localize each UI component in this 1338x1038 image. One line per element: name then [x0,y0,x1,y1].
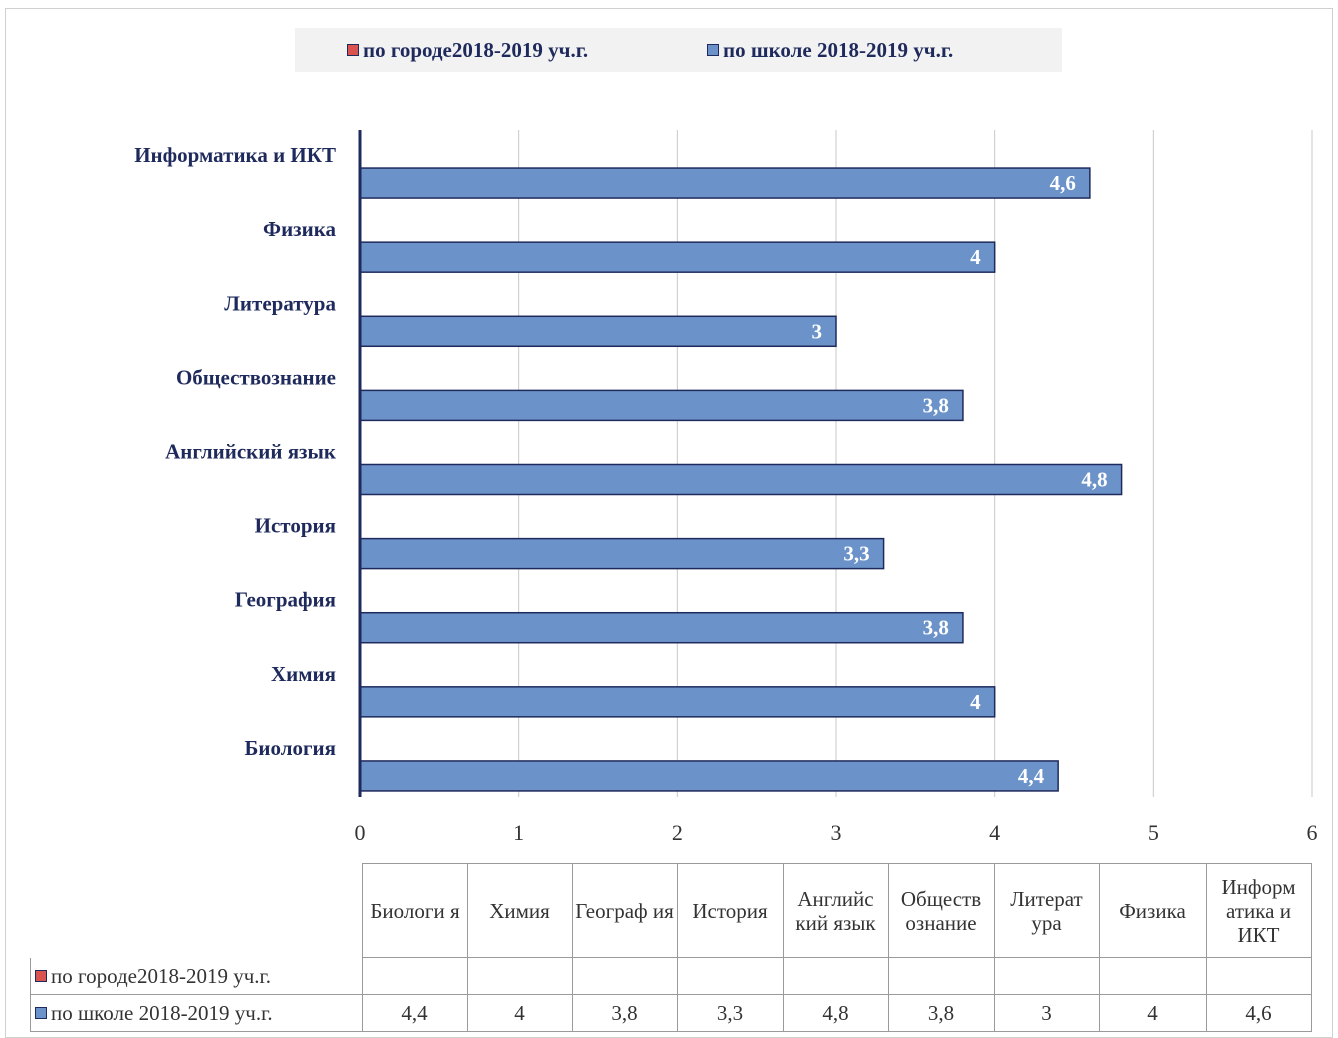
x-tick-label: 5 [1148,820,1159,845]
category-label: География [235,588,336,612]
table-header-cell: Литерат ура [994,863,1100,958]
data-label: 3 [812,319,823,343]
data-label: 3,3 [843,542,869,566]
category-label: Обществознание [176,365,336,389]
category-label: Информатика и ИКТ [134,143,336,167]
category-label: История [255,514,336,538]
data-label: 4,8 [1081,468,1107,492]
legend-swatch-school [707,44,719,56]
table-cell [994,958,1100,995]
category-label: Литература [224,291,336,315]
table-cell: 3,8 [888,995,995,1032]
table-cell: 4,4 [362,995,468,1032]
table-cell: 4 [1099,995,1207,1032]
category-label: Английский язык [165,440,337,464]
legend-label-school: по школе 2018-2019 уч.г. [723,37,954,62]
table-cell: 3,3 [677,995,784,1032]
bar-school [359,686,996,718]
x-tick-label: 2 [672,820,683,845]
data-label: 4 [970,690,981,714]
bar-school [359,167,1091,199]
legend-label-city: по городе2018-2019 уч.г. [363,37,589,62]
table-cell [783,958,889,995]
x-tick-label: 6 [1307,820,1318,845]
data-label: 4 [970,245,981,269]
table-row-header: по городе2018-2019 уч.г. [30,958,363,995]
legend-item-city: по городе2018-2019 уч.г. [347,28,588,72]
x-tick-label: 3 [831,820,842,845]
table-header-cell: Английс кий язык [783,863,889,958]
table-header-cell: Биологи я [362,863,468,958]
bar-school [359,463,1123,496]
table-header-cell: Химия [467,863,573,958]
table-cell [1099,958,1207,995]
table-header-cell: История [677,863,784,958]
table-row-label: по городе2018-2019 уч.г. [51,964,272,988]
bar-school [359,611,964,644]
bar-school [359,315,837,348]
table-cell [888,958,995,995]
table-swatch-city [35,970,47,982]
table-row-header: по школе 2018-2019 уч.г. [30,995,363,1032]
table-cell [572,958,678,995]
table-header-cell: Географ ия [572,863,678,958]
table-cell [1206,958,1312,995]
table-cell [677,958,784,995]
legend: по городе2018-2019 уч.г. по школе 2018-2… [295,28,1062,72]
legend-swatch-city [347,44,359,56]
table-header-cell: Обществ ознание [888,863,995,958]
table-cell [467,958,573,995]
table-header-cell: Физика [1099,863,1207,958]
table-swatch-school [35,1007,47,1019]
legend-item-school: по школе 2018-2019 уч.г. [707,28,953,72]
category-label: Биология [245,736,337,760]
table-cell: 3 [994,995,1100,1032]
x-tick-label: 1 [513,820,524,845]
data-label: 3,8 [923,393,949,417]
table-cell [362,958,468,995]
table-cell: 3,8 [572,995,678,1032]
data-label: 4,4 [1018,764,1045,788]
bar-chart: 0 1 2 3 4 5 6 Биология 4,4 Химия 4 География 3,8 Исто… [134,130,1318,845]
x-tick-label: 0 [355,820,366,845]
data-label: 3,8 [923,616,949,640]
category-label: Физика [263,217,336,241]
data-label: 4,6 [1050,171,1076,195]
table-row-label: по школе 2018-2019 уч.г. [51,1001,273,1025]
bar-school [359,389,964,422]
table-cell: 4,8 [783,995,889,1032]
table-cell: 4 [467,995,573,1032]
bar-school [359,537,885,570]
bar-school [359,760,1059,792]
category-label: Химия [271,662,336,686]
table-cell: 4,6 [1206,995,1312,1032]
table-header-cell: Информ атика и ИКТ [1206,863,1312,958]
bar-school [359,241,996,273]
x-tick-label: 4 [989,820,1000,845]
